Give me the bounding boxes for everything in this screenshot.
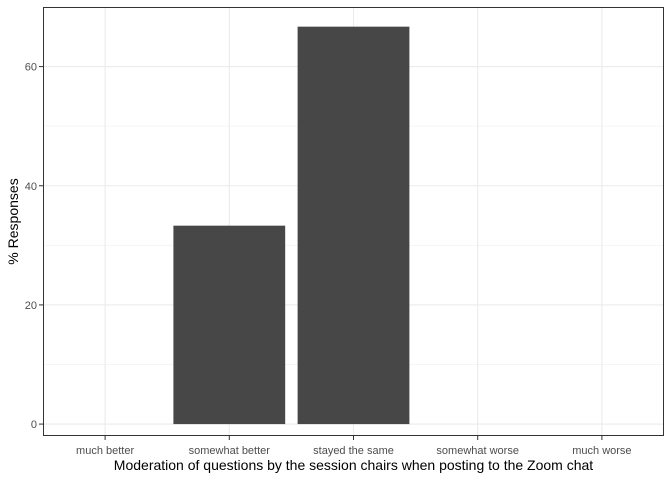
y-axis-ticks: 0 20 40 60 — [25, 62, 43, 431]
x-tick-label: much worse — [572, 445, 631, 457]
bars — [173, 26, 410, 425]
y-tick-label: 0 — [31, 419, 37, 431]
y-tick-label: 20 — [25, 300, 37, 312]
y-tick-label: 40 — [25, 181, 37, 193]
y-axis-title: % Responses — [5, 178, 21, 264]
x-axis-ticks: much better somewhat better stayed the sam… — [76, 436, 632, 457]
x-tick-label: much better — [76, 445, 134, 457]
x-tick-label: stayed the same — [313, 445, 394, 457]
x-axis-title: Moderation of questions by the session c… — [114, 457, 593, 473]
panel-border — [43, 7, 664, 436]
x-tick-label: somewhat better — [189, 445, 271, 457]
bar — [173, 225, 286, 425]
y-tick-label: 60 — [25, 62, 37, 74]
bar — [297, 26, 410, 425]
x-tick-label: somewhat worse — [436, 445, 519, 457]
